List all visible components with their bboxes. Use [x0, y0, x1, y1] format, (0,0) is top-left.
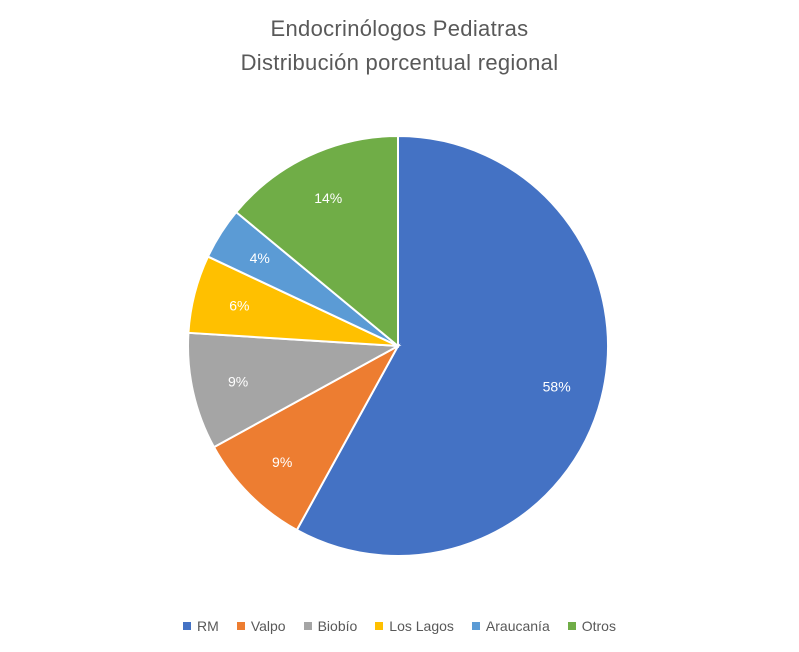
- legend-swatch: [303, 622, 312, 630]
- legend-label: Araucanía: [485, 618, 550, 634]
- legend-swatch: [567, 622, 576, 630]
- pie-slice-otros: [234, 134, 399, 349]
- data-label-araucanía: 4%: [250, 250, 270, 266]
- pie-slice-biobío: [187, 331, 402, 449]
- legend-label: RM: [197, 618, 219, 634]
- legend-label: Valpo: [250, 618, 286, 634]
- chart-subtitle: Distribución porcentual regional: [240, 50, 559, 75]
- data-label-otros: 14%: [314, 190, 342, 206]
- chart-title: Endocrinólogos Pediatras: [270, 16, 529, 41]
- legend-label: Otros: [581, 618, 616, 634]
- legend-item-biobío: Biobío: [303, 618, 358, 634]
- legend-swatch: [236, 622, 245, 630]
- data-label-biobío: 9%: [228, 374, 248, 390]
- legend: RM Valpo Biobío Los Lagos Araucanía Otros: [0, 618, 799, 634]
- pie-slice-valpo: [212, 343, 401, 532]
- legend-swatch: [471, 622, 480, 630]
- legend-swatch: [375, 622, 384, 630]
- data-label-valpo: 9%: [272, 454, 292, 470]
- pie-slice-rm: [295, 134, 609, 557]
- data-label-los-lagos: 6%: [229, 297, 249, 313]
- legend-label: Los Lagos: [389, 618, 454, 634]
- data-label-rm: 58%: [543, 379, 571, 395]
- legend-swatch: [183, 622, 192, 630]
- legend-label: Biobío: [317, 618, 358, 634]
- legend-item-los-lagos: Los Lagos: [375, 618, 454, 634]
- legend-item-valpo: Valpo: [236, 618, 286, 634]
- legend-item-otros: Otros: [567, 618, 616, 634]
- legend-item-araucanía: Araucanía: [471, 618, 550, 634]
- legend-item-rm: RM: [183, 618, 219, 634]
